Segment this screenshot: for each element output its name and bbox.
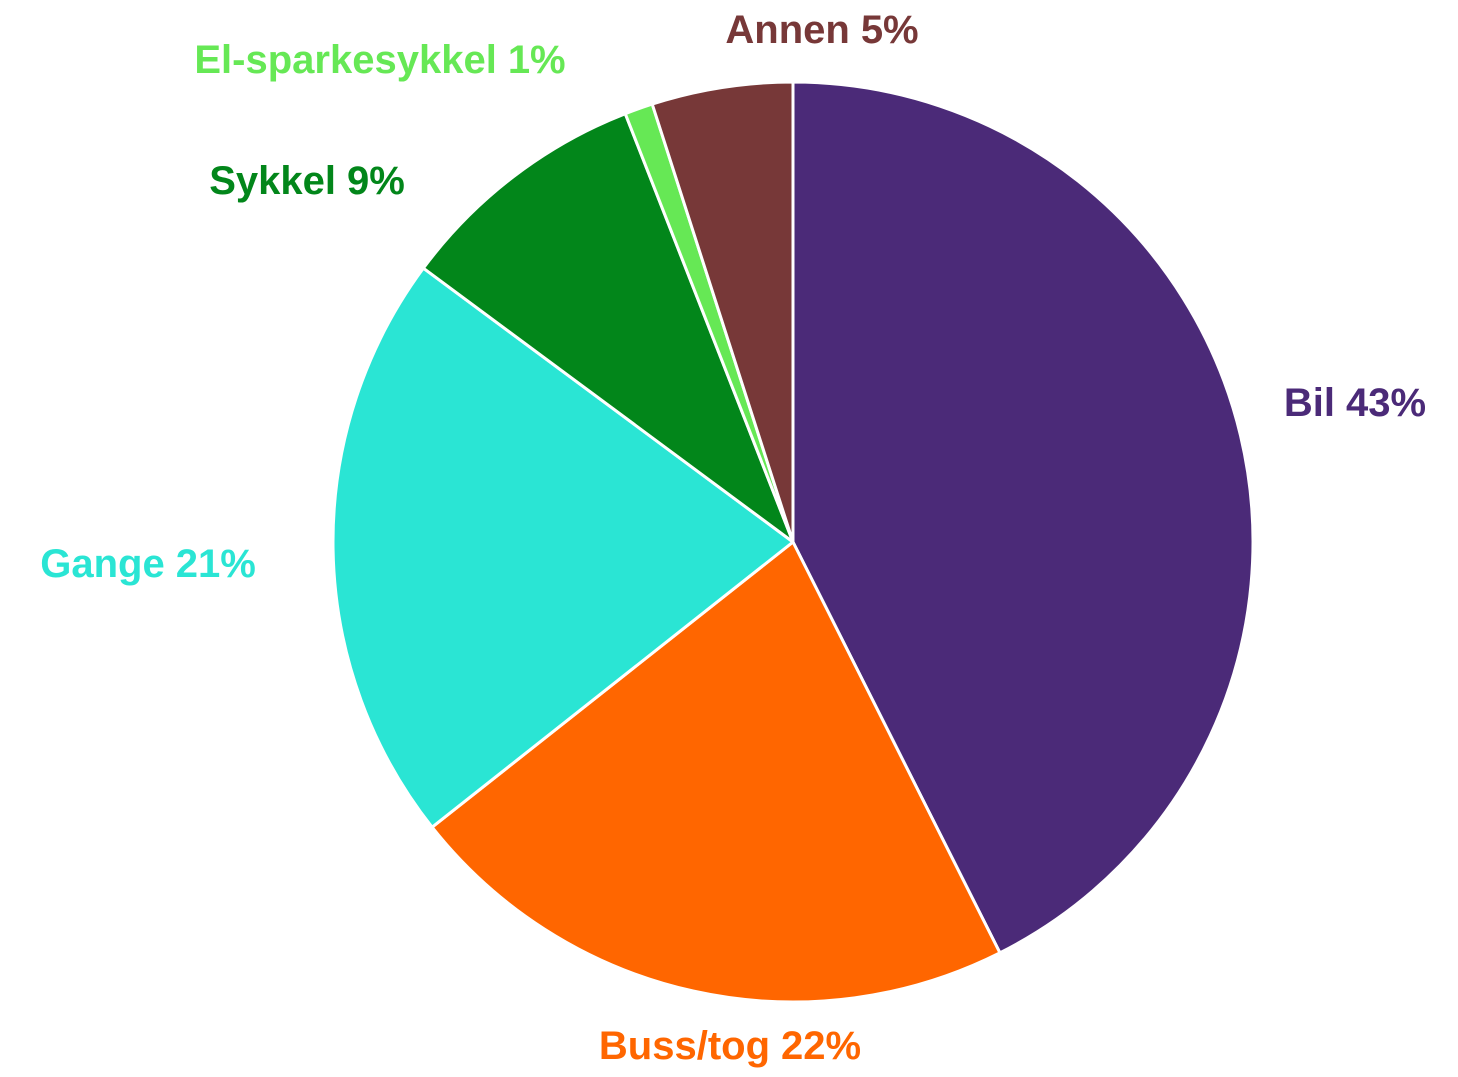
category-label: El-sparkesykkel — [194, 38, 496, 82]
value-label: 43% — [1346, 381, 1426, 425]
value-label: 1% — [508, 38, 566, 82]
value-label: 21% — [176, 542, 256, 586]
category-label: Bil — [1284, 381, 1335, 425]
value-label: 5% — [861, 8, 919, 52]
pie-slice — [430, 540, 1002, 1004]
pie-slice — [331, 266, 795, 829]
category-label: Sykkel — [209, 159, 336, 203]
slice-label: Bil 43% — [1284, 381, 1426, 425]
category-label: Buss/tog — [599, 1024, 770, 1068]
slice-label: El-sparkesykkel 1% — [194, 38, 565, 82]
value-label: 9% — [347, 159, 405, 203]
pie-slice — [650, 80, 795, 544]
value-label: 22% — [781, 1024, 861, 1068]
category-label: Annen — [725, 8, 849, 52]
pie-slice — [421, 112, 795, 544]
pie-slice — [791, 80, 1255, 955]
slice-label: Buss/tog 22% — [599, 1024, 861, 1068]
slice-label: Annen 5% — [725, 8, 918, 52]
slice-label: Gange 21% — [40, 542, 256, 586]
slice-label: Sykkel 9% — [209, 159, 405, 203]
category-label: Gange — [40, 542, 164, 586]
